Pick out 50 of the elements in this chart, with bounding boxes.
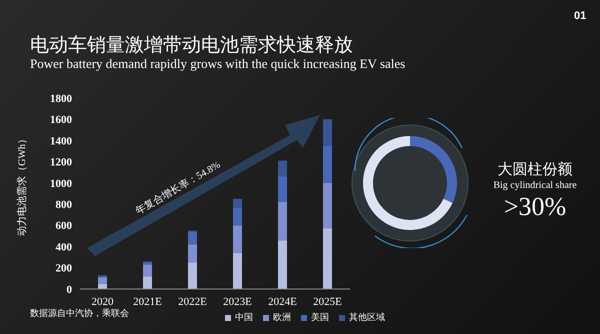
y-tick-label: 800 xyxy=(56,199,72,212)
donut-slice xyxy=(363,136,453,230)
legend-label: 其他区域 xyxy=(349,312,385,322)
legend-label: 美国 xyxy=(311,312,329,322)
y-tick-label: 1000 xyxy=(50,178,72,190)
x-tick-label: 2022E xyxy=(178,296,208,308)
chart-title: 电动车销量激增带动电池需求快速释放 xyxy=(30,34,353,58)
bar xyxy=(233,207,242,226)
y-tick-label: 1200 xyxy=(50,156,72,169)
text: >30% xyxy=(504,192,566,222)
y-tick-label: 600 xyxy=(56,220,72,232)
bar xyxy=(323,228,332,289)
bar xyxy=(98,277,107,284)
bar xyxy=(278,202,287,240)
bar xyxy=(98,284,107,289)
chart-subtitle: Power battery demand rapidly grows with the quick increasing EV sales xyxy=(30,56,406,72)
bar xyxy=(323,182,332,229)
donut-slice xyxy=(410,136,457,204)
bar xyxy=(233,225,242,253)
text: Big cylindrical share xyxy=(493,180,577,191)
bar xyxy=(188,262,197,289)
text: 01 xyxy=(574,10,586,22)
x-tick-label: 2024E xyxy=(268,296,298,308)
y-tick-label: 200 xyxy=(56,262,72,275)
y-tick-label: 1400 xyxy=(50,135,72,148)
text: 大圆柱份额 xyxy=(498,160,572,179)
bar xyxy=(188,232,197,244)
x-tick-label: 2023E xyxy=(223,296,252,308)
bar xyxy=(143,264,152,276)
bar xyxy=(278,160,287,177)
text: 数据源自中汽协，乘联会 xyxy=(30,307,129,320)
bar xyxy=(233,198,242,208)
y-tick-label: 0 xyxy=(66,284,72,296)
bar xyxy=(143,276,152,289)
bar xyxy=(278,240,287,289)
x-tick-label: 2021E xyxy=(133,296,162,308)
legend-label: 欧洲 xyxy=(273,312,291,322)
bar xyxy=(188,244,197,262)
y-tick-label: 1800 xyxy=(50,92,72,105)
y-tick-label: 1600 xyxy=(50,114,72,126)
legend-label: 中国 xyxy=(235,312,253,322)
bar xyxy=(278,176,287,202)
bar xyxy=(323,119,332,146)
bar xyxy=(323,146,332,183)
bar xyxy=(143,262,152,265)
x-tick-label: 2020 xyxy=(92,296,114,308)
y-tick-label: 400 xyxy=(56,241,72,254)
bar xyxy=(233,252,242,289)
x-tick-label: 2025E xyxy=(313,296,342,308)
y-axis-title: 动力电池需求（GWh） xyxy=(16,134,29,236)
